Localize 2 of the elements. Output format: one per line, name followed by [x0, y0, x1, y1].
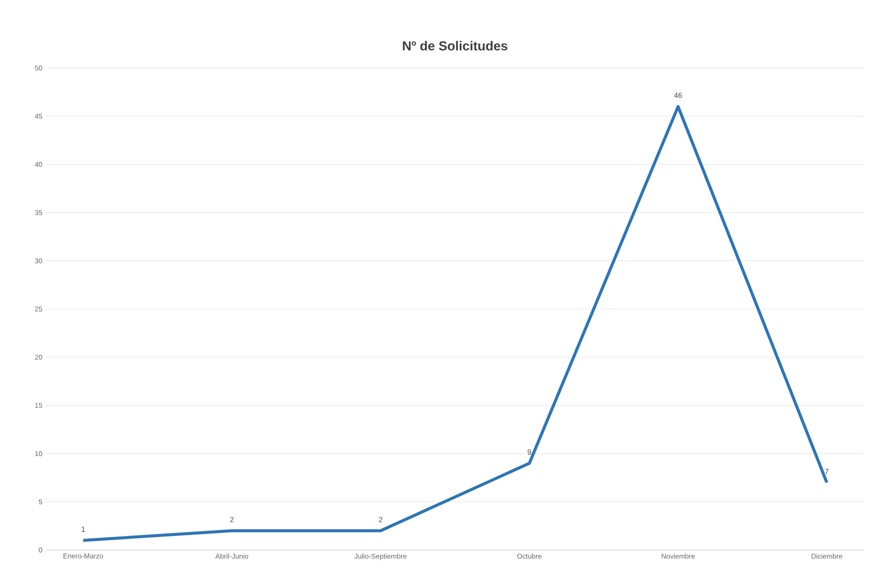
line-series	[82, 105, 828, 542]
chart-title: Nº de Solicitudes	[402, 40, 508, 50]
